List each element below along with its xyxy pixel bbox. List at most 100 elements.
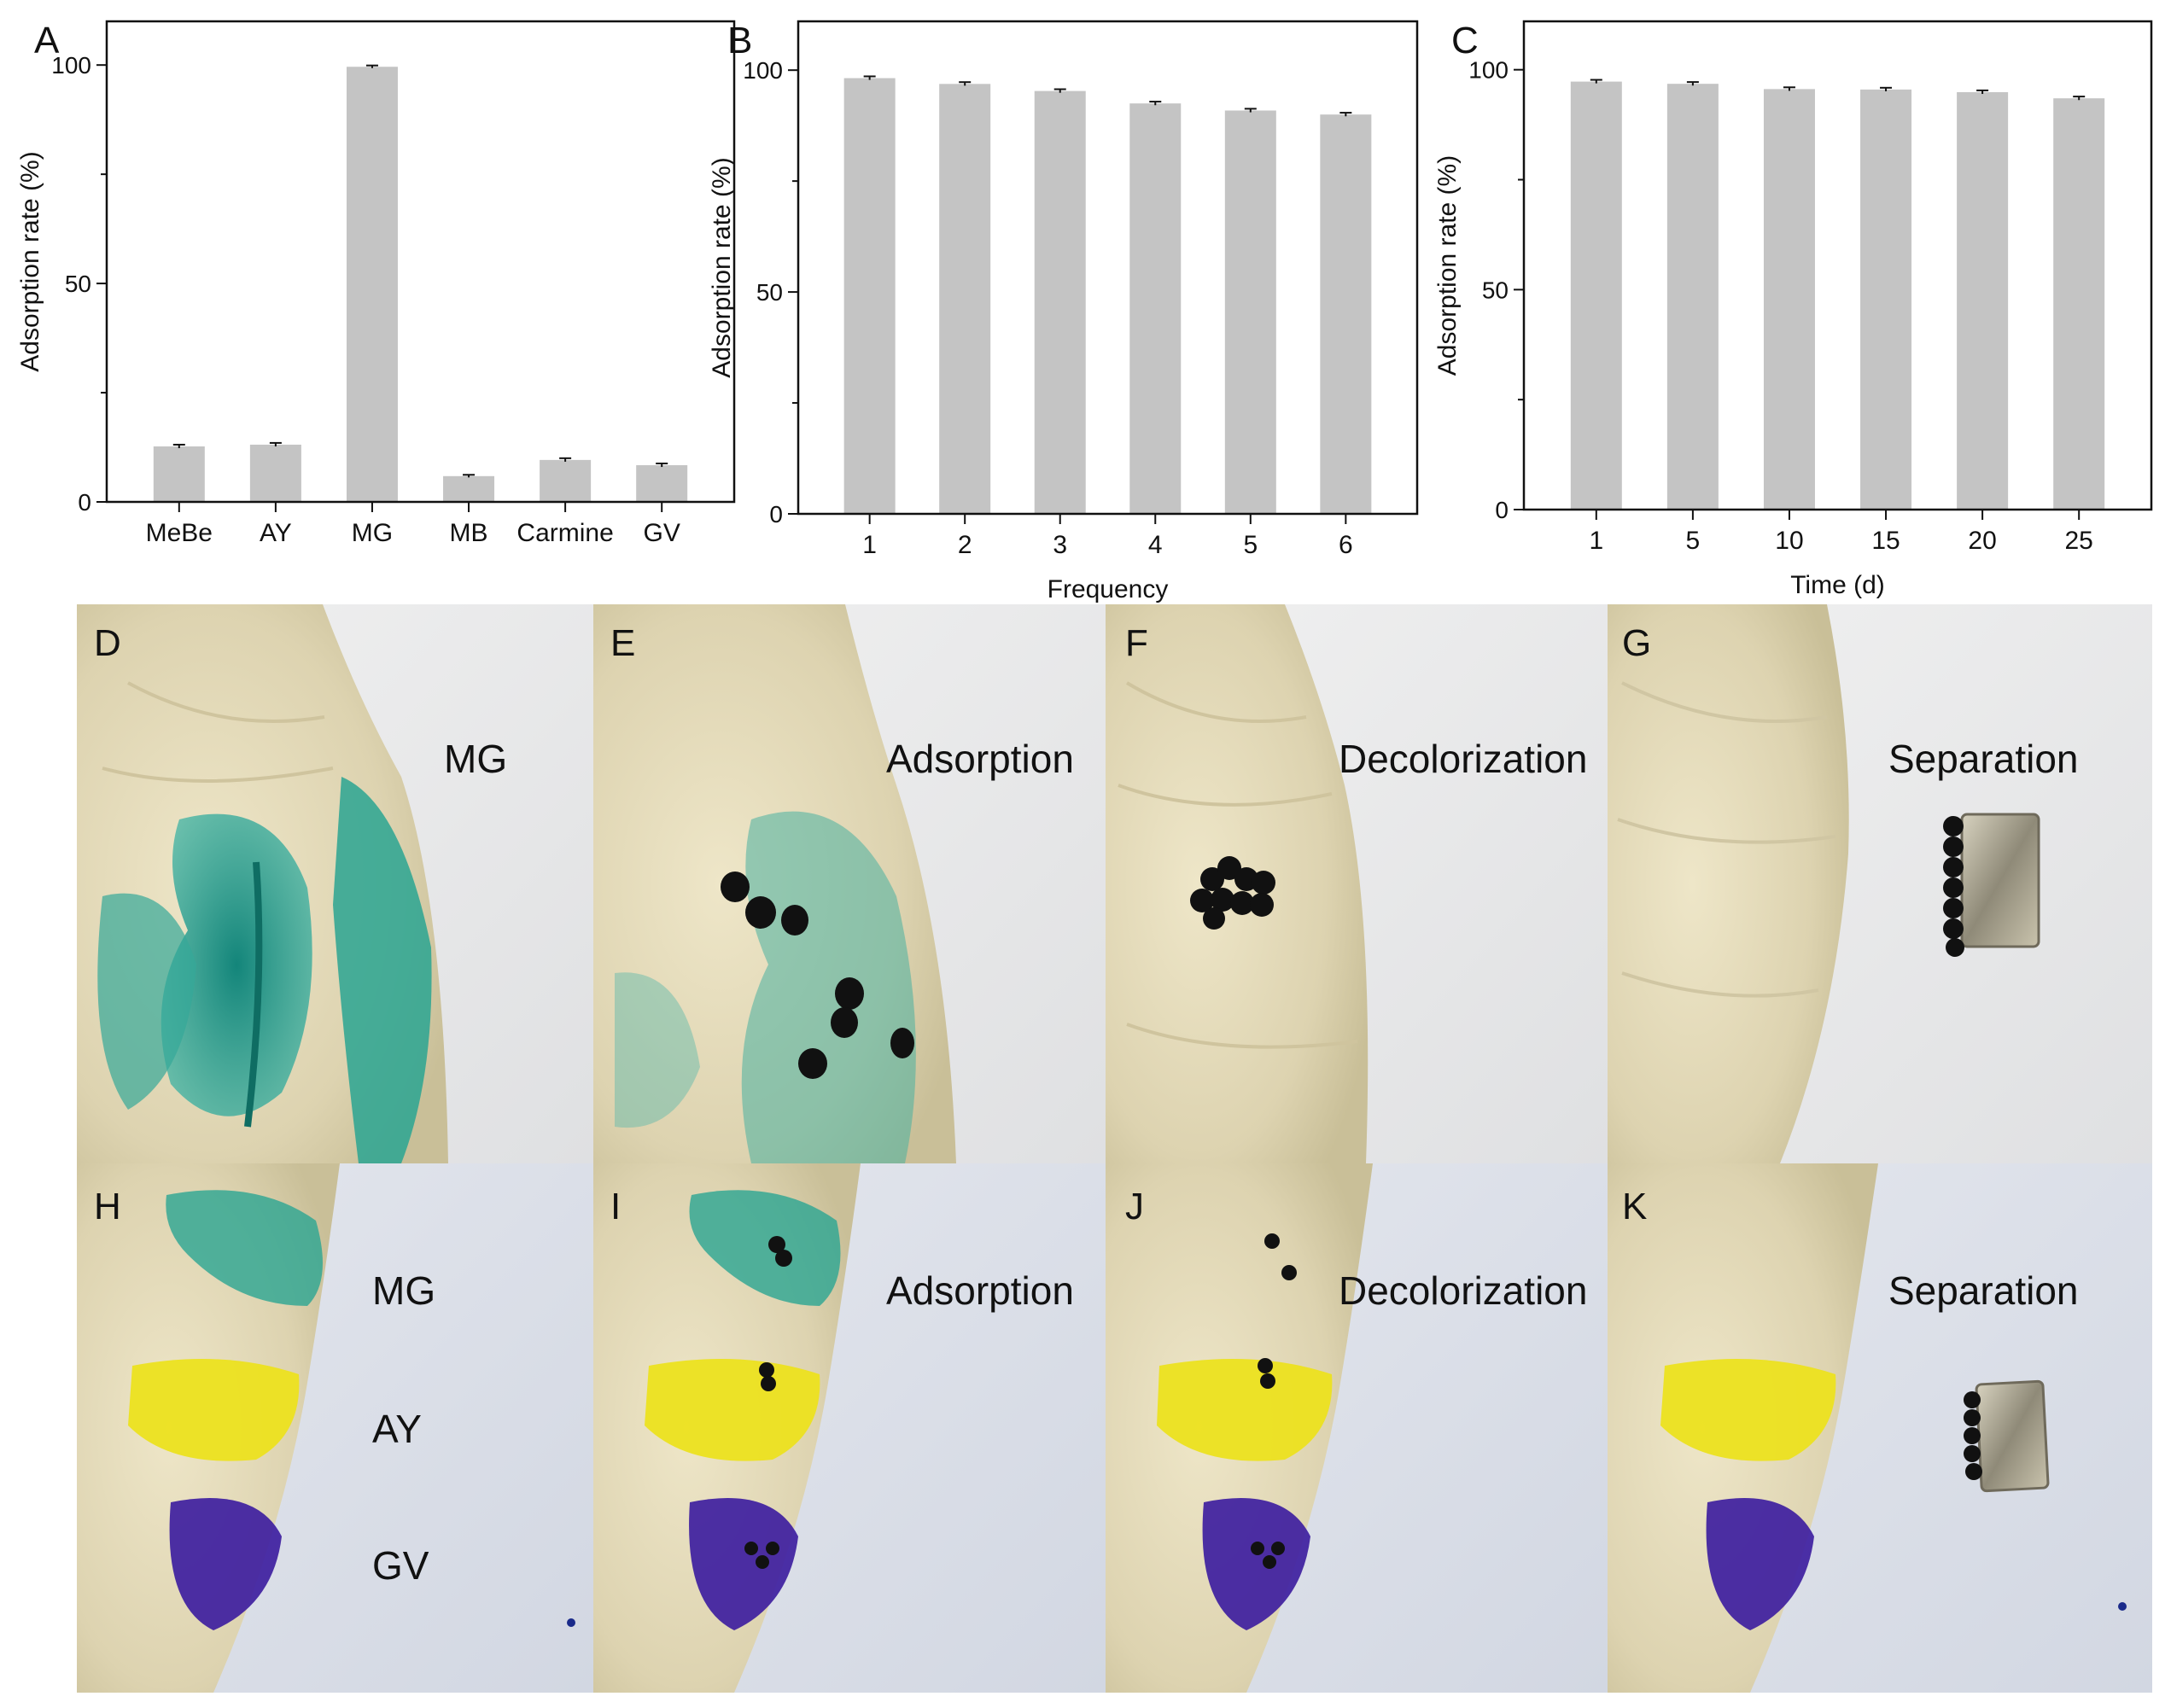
bead (721, 871, 750, 902)
y-axis-label: Adsorption rate (%) (1433, 155, 1462, 376)
photo-label: Separation (1888, 737, 2079, 781)
bar (636, 465, 688, 502)
photo-label: Decolorization (1339, 737, 1587, 781)
bar (2053, 98, 2105, 510)
fish-fillet (1608, 604, 1849, 1163)
bead (1943, 918, 1964, 939)
bead (1250, 893, 1274, 917)
bead (1281, 1265, 1297, 1280)
ay-stain (645, 1359, 820, 1461)
x-tick-label: 6 (1339, 531, 1353, 559)
stain-label-ay: AY (372, 1407, 422, 1451)
stain-label-gv: GV (372, 1543, 429, 1588)
bead (1251, 1542, 1264, 1555)
photo-panel-i: I Adsorption (593, 1163, 1106, 1693)
mg-stain (689, 1190, 841, 1306)
photo-panel-h: H MG AY GV (77, 1163, 593, 1693)
gv-stain (1706, 1498, 1814, 1630)
bead (1946, 938, 1964, 957)
bar (1860, 89, 1912, 510)
y-tick-label: 0 (78, 489, 91, 516)
bead (798, 1048, 827, 1079)
ay-stain (128, 1359, 300, 1461)
y-tick-label: 100 (743, 57, 783, 84)
x-tick-label: 1 (862, 531, 877, 559)
photo-panel-j: J Decolorization (1106, 1163, 1608, 1693)
y-tick-label: 50 (1482, 277, 1509, 303)
bar (1763, 89, 1815, 510)
bar (443, 475, 495, 502)
bead (1943, 816, 1964, 837)
photo-label: Adsorption (886, 737, 1074, 781)
x-tick-label: AY (260, 519, 292, 547)
panel-letter: D (94, 622, 121, 664)
photo-panel-e: E Adsorption (593, 604, 1106, 1163)
photo-label: Separation (1888, 1268, 2079, 1313)
bar (1320, 114, 1372, 514)
x-tick-label: 25 (2065, 527, 2093, 555)
bead (1943, 837, 1964, 857)
x-tick-label: 1 (1589, 527, 1603, 555)
bead (1264, 1233, 1280, 1249)
mg-stain (333, 777, 432, 1163)
fillet-texture (1617, 681, 1836, 998)
bead (1211, 888, 1234, 912)
gv-stain (689, 1498, 798, 1630)
bead (1230, 891, 1254, 915)
bead (890, 1028, 914, 1058)
photo-label: Adsorption (886, 1268, 1074, 1313)
x-tick-label: 10 (1775, 527, 1803, 555)
x-axis-label: Frequency (1048, 575, 1169, 603)
chart-panel-b: 1 2 3 4 5 6 0 50 100 Adsorption rate (%) Frequency… (708, 20, 1419, 603)
plot-frame (1522, 20, 2153, 511)
plot-frame (105, 20, 736, 504)
panel-letter: J (1125, 1186, 1144, 1227)
bead (1943, 857, 1964, 877)
mg-stain (160, 813, 312, 1116)
bar (939, 84, 991, 515)
bead (1260, 1373, 1275, 1389)
bar (249, 444, 301, 502)
bead (1964, 1409, 1981, 1426)
y-axis-label: Adsorption rate (%) (16, 151, 44, 371)
fillet-texture (1118, 681, 1358, 1049)
x-tick-label: Carmine (516, 519, 613, 547)
panel-letter: H (94, 1186, 121, 1227)
ay-stain (1660, 1359, 1836, 1461)
x-tick-label: MB (450, 519, 488, 547)
bar (1129, 103, 1182, 515)
y-tick-label: 100 (51, 52, 91, 79)
bead (1964, 1445, 1981, 1462)
bead (1263, 1555, 1276, 1569)
photo-panel-g: G Separation (1608, 604, 2152, 1163)
x-tick-label: MG (352, 519, 393, 547)
fillet-texture (102, 681, 334, 783)
bar (1570, 81, 1622, 510)
bead (1258, 1358, 1273, 1373)
magnetic-beads (1190, 856, 1275, 930)
x-tick-label: MeBe (146, 519, 213, 547)
bead (781, 905, 808, 936)
bead (1217, 856, 1241, 880)
panel-letter: A (34, 20, 60, 61)
bead (766, 1542, 779, 1555)
panel-letter: E (610, 622, 635, 664)
gv-stain (169, 1498, 282, 1630)
bar (1034, 90, 1086, 515)
x-tick-label: 5 (1243, 531, 1258, 559)
gv-stain (1202, 1498, 1310, 1630)
bead (744, 1542, 758, 1555)
ink-dot (567, 1618, 575, 1627)
bead (1943, 877, 1964, 898)
x-tick-label: 5 (1686, 527, 1701, 555)
y-tick-label: 50 (65, 271, 91, 297)
photo-label: Decolorization (1339, 1268, 1587, 1313)
panel-letter: B (727, 20, 752, 61)
photo-label: MG (444, 737, 507, 781)
mg-stain (166, 1190, 323, 1306)
bead (1964, 1391, 1981, 1408)
y-tick-label: 100 (1468, 57, 1509, 84)
mg-stain (615, 972, 700, 1128)
mg-stain (97, 893, 196, 1110)
